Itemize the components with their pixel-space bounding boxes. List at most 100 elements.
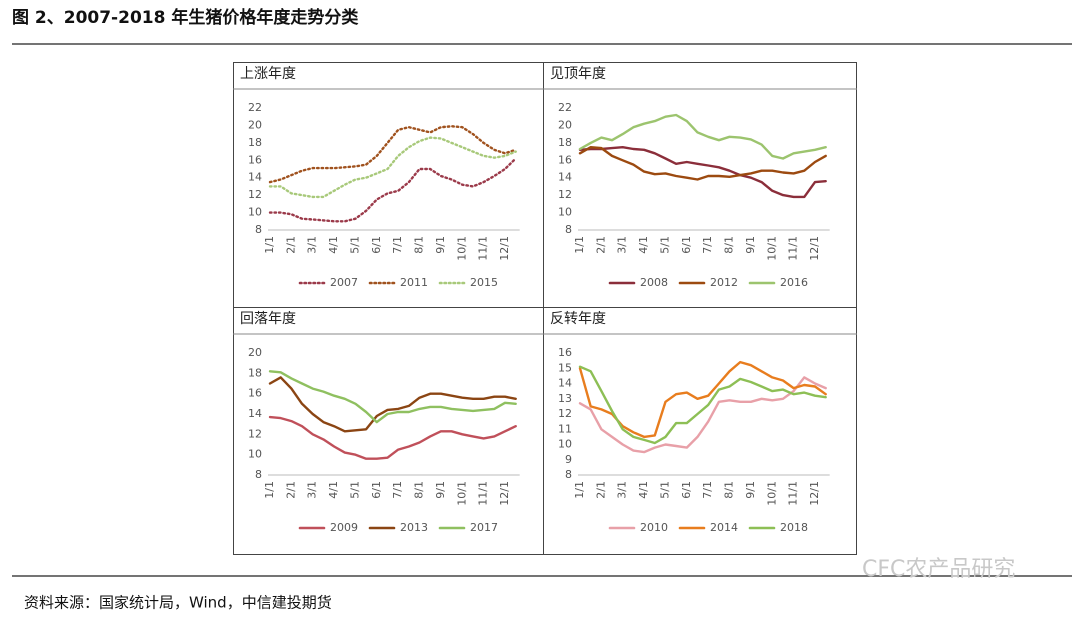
x-tick-label: 12/1 <box>808 236 821 261</box>
x-tick-label: 1/1 <box>263 236 276 254</box>
y-tick-label: 14 <box>248 171 262 184</box>
x-tick-label: 6/1 <box>680 236 693 254</box>
y-tick-label: 16 <box>558 346 572 359</box>
x-tick-label: 2/1 <box>594 236 607 254</box>
x-tick-label: 7/1 <box>391 236 404 254</box>
legend-label: 2011 <box>400 276 428 289</box>
source-note: 资料来源：国家统计局，Wind，中信建投期货 <box>24 594 332 612</box>
series-line <box>268 157 517 223</box>
x-tick-label: 6/1 <box>370 481 383 499</box>
series-line <box>578 360 827 439</box>
panel-title: 上涨年度 <box>240 66 296 82</box>
x-tick-label: 9/1 <box>434 236 447 254</box>
x-tick-label: 8/1 <box>413 481 426 499</box>
y-tick-label: 16 <box>558 153 572 166</box>
y-tick-label: 14 <box>248 407 262 420</box>
x-tick-label: 3/1 <box>616 481 629 499</box>
y-tick-label: 16 <box>248 153 262 166</box>
legend-label: 2010 <box>640 521 668 534</box>
series-line <box>578 376 827 454</box>
x-tick-label: 10/1 <box>765 481 778 506</box>
x-tick-label: 2/1 <box>594 481 607 499</box>
x-tick-label: 9/1 <box>744 236 757 254</box>
x-tick-label: 8/1 <box>723 481 736 499</box>
legend-label: 2007 <box>330 276 358 289</box>
y-tick-label: 15 <box>558 361 572 374</box>
legend-label: 2015 <box>470 276 498 289</box>
x-tick-label: 11/1 <box>787 236 800 261</box>
y-tick-label: 20 <box>558 118 572 131</box>
legend-label: 2008 <box>640 276 668 289</box>
legend-label: 2014 <box>710 521 738 534</box>
y-tick-label: 16 <box>248 387 262 400</box>
x-tick-label: 4/1 <box>327 481 340 499</box>
x-tick-label: 9/1 <box>744 481 757 499</box>
watermark: CFC农产品研究 <box>862 557 1015 582</box>
y-tick-label: 8 <box>255 223 262 236</box>
x-tick-label: 7/1 <box>391 481 404 499</box>
x-tick-label: 1/1 <box>263 481 276 499</box>
x-tick-label: 11/1 <box>477 481 490 506</box>
legend-label: 2013 <box>400 521 428 534</box>
y-tick-label: 9 <box>565 453 572 466</box>
x-tick-label: 11/1 <box>787 481 800 506</box>
series-line <box>268 370 517 424</box>
y-tick-label: 20 <box>248 118 262 131</box>
x-tick-label: 8/1 <box>723 236 736 254</box>
series-line <box>268 415 517 460</box>
y-tick-label: 8 <box>565 223 572 236</box>
legend-label: 2018 <box>780 521 808 534</box>
panel-title: 反转年度 <box>550 311 606 327</box>
x-tick-label: 10/1 <box>765 236 778 261</box>
x-tick-label: 1/1 <box>573 481 586 499</box>
x-tick-label: 5/1 <box>348 236 361 254</box>
legend-label: 2012 <box>710 276 738 289</box>
y-tick-label: 10 <box>248 206 262 219</box>
legend-label: 2017 <box>470 521 498 534</box>
x-tick-label: 7/1 <box>701 236 714 254</box>
x-tick-label: 6/1 <box>370 236 383 254</box>
y-tick-label: 18 <box>248 136 262 149</box>
panel-frame <box>233 62 857 555</box>
x-tick-label: 10/1 <box>455 481 468 506</box>
x-tick-label: 7/1 <box>701 481 714 499</box>
x-tick-label: 8/1 <box>413 236 426 254</box>
series-line <box>578 146 827 181</box>
y-tick-label: 22 <box>248 101 262 114</box>
y-tick-label: 8 <box>565 468 572 481</box>
y-tick-label: 22 <box>558 101 572 114</box>
x-tick-label: 3/1 <box>616 236 629 254</box>
x-tick-label: 10/1 <box>455 236 468 261</box>
y-tick-label: 8 <box>255 468 262 481</box>
y-tick-label: 13 <box>558 392 572 405</box>
x-tick-label: 5/1 <box>348 481 361 499</box>
x-tick-label: 12/1 <box>498 481 511 506</box>
x-tick-label: 12/1 <box>498 236 511 261</box>
x-tick-label: 11/1 <box>477 236 490 261</box>
y-tick-label: 11 <box>558 422 572 435</box>
panel-title: 见顶年度 <box>550 66 606 82</box>
series-line <box>578 365 827 445</box>
y-tick-label: 12 <box>558 407 572 420</box>
y-tick-label: 12 <box>248 188 262 201</box>
x-tick-label: 6/1 <box>680 481 693 499</box>
y-tick-label: 12 <box>558 188 572 201</box>
x-tick-label: 4/1 <box>327 236 340 254</box>
y-tick-label: 12 <box>248 427 262 440</box>
y-tick-label: 10 <box>248 448 262 461</box>
series-line <box>268 376 517 433</box>
y-tick-label: 20 <box>248 346 262 359</box>
y-tick-label: 18 <box>558 136 572 149</box>
y-tick-label: 10 <box>558 206 572 219</box>
y-tick-label: 18 <box>248 366 262 379</box>
x-tick-label: 9/1 <box>434 481 447 499</box>
y-tick-label: 14 <box>558 171 572 184</box>
x-tick-label: 1/1 <box>573 236 586 254</box>
x-tick-label: 5/1 <box>658 481 671 499</box>
x-tick-label: 3/1 <box>306 236 319 254</box>
y-tick-label: 14 <box>558 377 572 390</box>
x-tick-label: 2/1 <box>284 481 297 499</box>
series-line <box>578 146 827 199</box>
x-tick-label: 4/1 <box>637 481 650 499</box>
